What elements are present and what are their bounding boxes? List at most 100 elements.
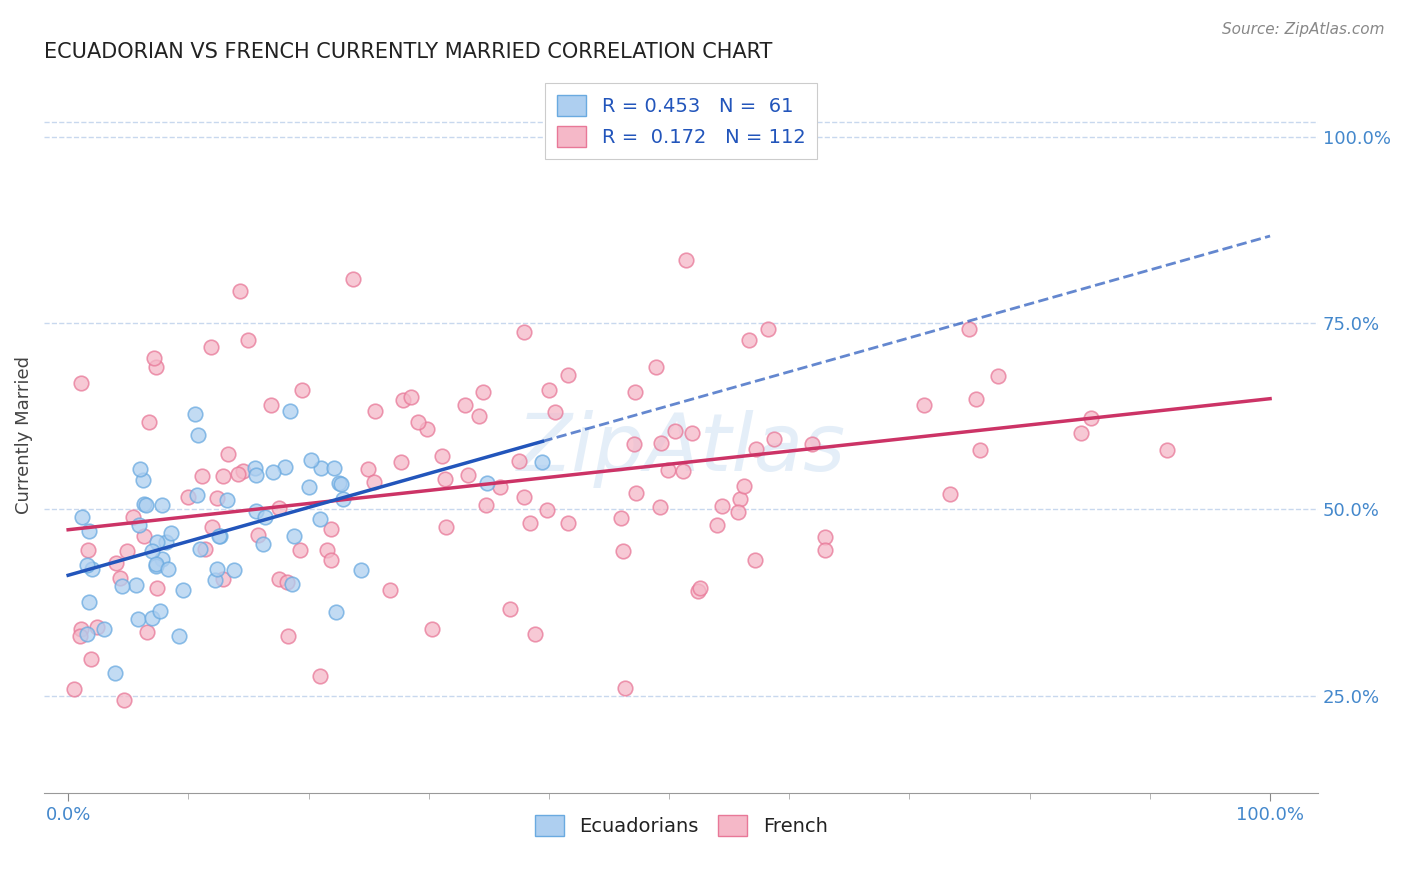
Point bbox=[730, 492, 752, 507]
Point bbox=[129, 461, 152, 475]
Point bbox=[252, 536, 274, 550]
Point bbox=[142, 351, 165, 365]
Point bbox=[80, 562, 103, 576]
Point bbox=[316, 543, 339, 558]
Point bbox=[76, 627, 98, 641]
Point bbox=[205, 491, 228, 505]
Point bbox=[146, 534, 169, 549]
Point bbox=[738, 333, 761, 347]
Point bbox=[623, 437, 645, 451]
Point bbox=[468, 409, 491, 424]
Point bbox=[104, 556, 127, 570]
Point bbox=[762, 432, 785, 446]
Point bbox=[672, 464, 695, 478]
Point bbox=[364, 404, 387, 418]
Point bbox=[422, 622, 444, 636]
Point bbox=[236, 333, 259, 347]
Point bbox=[108, 571, 131, 585]
Point bbox=[69, 629, 91, 643]
Point bbox=[965, 392, 987, 407]
Point bbox=[145, 558, 167, 572]
Point bbox=[281, 577, 304, 591]
Point bbox=[145, 559, 167, 574]
Point bbox=[77, 595, 100, 609]
Point bbox=[145, 359, 167, 374]
Text: ZipAtlas: ZipAtlas bbox=[516, 410, 845, 488]
Point bbox=[278, 403, 301, 417]
Point bbox=[132, 529, 155, 543]
Point bbox=[957, 322, 980, 336]
Point bbox=[758, 322, 780, 336]
Point bbox=[93, 623, 115, 637]
Point bbox=[228, 467, 250, 482]
Point bbox=[1156, 442, 1178, 457]
Point bbox=[472, 385, 495, 400]
Point bbox=[269, 500, 291, 515]
Point bbox=[245, 468, 267, 483]
Point bbox=[814, 543, 837, 558]
Point bbox=[399, 390, 422, 404]
Point bbox=[681, 426, 703, 441]
Point bbox=[939, 487, 962, 501]
Point bbox=[557, 368, 579, 382]
Point bbox=[744, 553, 766, 567]
Point bbox=[232, 464, 254, 478]
Point bbox=[531, 455, 554, 469]
Point bbox=[489, 480, 512, 494]
Point bbox=[688, 584, 710, 599]
Point bbox=[664, 425, 686, 439]
Point bbox=[72, 509, 94, 524]
Point bbox=[675, 253, 697, 268]
Point bbox=[650, 500, 672, 515]
Point bbox=[69, 622, 91, 636]
Point bbox=[987, 369, 1010, 384]
Point bbox=[104, 666, 127, 681]
Point bbox=[209, 528, 232, 542]
Point bbox=[519, 516, 541, 530]
Point bbox=[727, 505, 749, 519]
Legend: Ecuadorians, French: Ecuadorians, French bbox=[527, 807, 835, 844]
Point bbox=[245, 504, 267, 518]
Point bbox=[389, 455, 412, 469]
Point bbox=[141, 544, 163, 558]
Point bbox=[80, 652, 103, 666]
Point bbox=[536, 503, 558, 517]
Point bbox=[308, 512, 330, 526]
Point bbox=[380, 582, 402, 597]
Point bbox=[276, 575, 298, 590]
Point bbox=[69, 376, 91, 391]
Point bbox=[262, 466, 284, 480]
Point bbox=[254, 509, 277, 524]
Point bbox=[76, 558, 98, 572]
Point bbox=[217, 493, 239, 508]
Point bbox=[150, 499, 173, 513]
Point bbox=[128, 517, 150, 532]
Point bbox=[689, 581, 711, 595]
Point bbox=[612, 543, 634, 558]
Point bbox=[149, 604, 172, 618]
Point bbox=[246, 528, 269, 542]
Point bbox=[325, 605, 347, 619]
Point bbox=[157, 562, 180, 576]
Point bbox=[406, 415, 429, 429]
Point bbox=[319, 522, 342, 536]
Point bbox=[329, 477, 352, 491]
Point bbox=[319, 553, 342, 567]
Point bbox=[222, 563, 245, 577]
Point bbox=[650, 435, 672, 450]
Point bbox=[513, 491, 536, 505]
Point bbox=[212, 468, 235, 483]
Point bbox=[357, 461, 380, 475]
Point bbox=[269, 572, 291, 586]
Point bbox=[434, 519, 457, 533]
Point bbox=[136, 625, 159, 640]
Point bbox=[131, 474, 153, 488]
Point bbox=[205, 562, 228, 576]
Point bbox=[311, 461, 333, 475]
Point bbox=[76, 543, 98, 558]
Point bbox=[624, 485, 647, 500]
Point bbox=[229, 284, 252, 298]
Point bbox=[291, 384, 314, 398]
Point bbox=[475, 498, 498, 512]
Point bbox=[167, 629, 190, 643]
